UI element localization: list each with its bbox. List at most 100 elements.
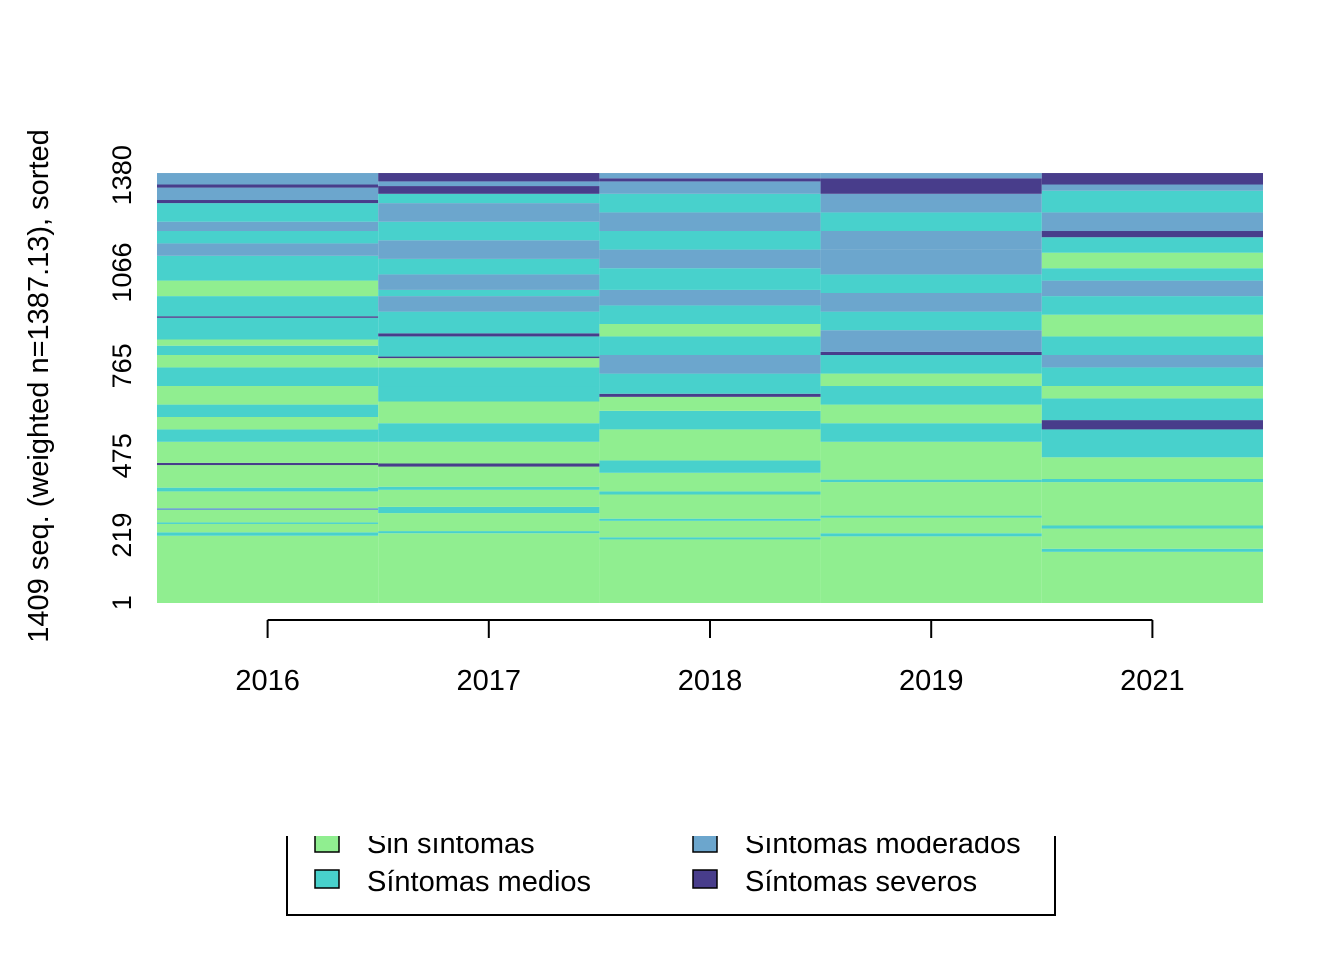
sequence-segment-2017 [378,441,600,464]
sequence-segment-2017 [378,401,600,424]
sequence-segment-2017 [378,258,600,275]
sequence-segment-2021 [1041,296,1263,315]
sequence-segment-2018 [599,355,821,374]
y-axis-label: 1409 seq. (weighted n=1387.13), sorted [23,129,55,643]
sequence-segment-2016 [157,280,379,297]
sequence-segment-2019 [820,293,1042,312]
sequence-segment-2017 [378,506,600,514]
legend-swatch [692,869,718,889]
sequence-segment-2018 [599,231,821,250]
sequence-segment-2016 [157,532,379,536]
legend-box [286,836,1056,916]
sequence-segment-2017 [378,193,600,204]
sequence-segment-2017 [378,336,600,357]
sequence-segment-2018 [599,537,821,540]
sequence-segment-2016 [157,187,379,201]
sequence-segment-2017 [378,173,600,182]
y-axis: 1 219 475 765 1066 1380 [107,145,137,610]
sequence-segment-2019 [820,404,1042,424]
sequence-segment-2019 [820,482,1042,516]
sequence-segment-2019 [820,311,1042,331]
sequence-segment-2021 [1041,551,1263,603]
sequence-segment-2017 [378,533,600,603]
sequence-segment-2021 [1041,268,1263,281]
sequence-segment-2016 [157,200,379,204]
sequence-segment-2017 [378,463,600,467]
sequence-segment-2018 [599,472,821,492]
sequence-segment-2021 [1041,314,1263,337]
sequence-segment-2019 [820,533,1042,537]
sequence-segment-2019 [820,386,1042,405]
sequence-segment-2021 [1041,190,1263,213]
sequence-segment-2019 [820,231,1042,250]
sequence-segment-2021 [1041,482,1263,526]
sequence-segment-2021 [1041,457,1263,479]
sequence-segment-2017 [378,489,600,507]
sequence-segment-2021 [1041,231,1263,238]
sequence-segment-2017 [378,221,600,241]
sequence-segment-2018 [599,336,821,356]
sequence-segment-2017 [378,513,600,532]
legend: Sin síntomas Síntomas medios Síntomas mode… [286,836,1056,916]
sequence-segment-2018 [599,178,821,182]
legend-label: Síntomas severos [745,866,977,898]
y-tick-label: 475 [107,433,137,478]
sequence-segment-2018 [599,520,821,538]
sequence-segment-2016 [157,465,379,488]
sequence-segment-2017 [378,358,600,368]
sequence-segment-2021 [1041,336,1263,356]
sequence-segment-2016 [157,221,379,232]
sequence-segment-2016 [157,429,379,442]
sequence-segment-2018 [599,410,821,430]
sequence-segment-2019 [820,515,1042,518]
sequence-segment-2017 [378,296,600,312]
sequence-segment-2016 [157,367,379,387]
legend-swatch [314,869,340,889]
sequence-segment-2018 [599,173,821,179]
sequence-segment-2017 [378,333,600,337]
sequence-segment-2016 [157,508,379,510]
sequence-segment-2018 [599,494,821,519]
sequence-segment-2018 [599,212,821,232]
sequence-segment-2017 [378,186,600,194]
sequence-segment-2016 [157,535,379,603]
sequence-segment-2019 [820,517,1042,534]
sequence-segment-2017 [378,240,600,259]
sequence-segment-2019 [820,423,1042,442]
sequence-segment-2018 [599,396,821,411]
x-tick-label: 2017 [457,665,522,697]
sequence-segment-2021 [1041,525,1263,529]
sequence-segment-2017 [378,386,600,402]
sequence-segment-2016 [157,523,379,533]
sequence-segment-2016 [157,339,379,346]
sequence-segment-2021 [1041,420,1263,430]
sequence-segment-2019 [820,178,1042,194]
sequence-segment-2017 [378,203,600,222]
y-tick-label: 219 [107,513,137,558]
sequence-segment-2017 [378,356,600,359]
plot-area [157,173,1263,603]
sequence-segment-2017 [378,423,600,442]
sequence-segment-2021 [1041,184,1263,191]
sequence-segment-2016 [157,522,379,524]
x-tick-label: 2016 [235,665,300,697]
legend-label: Síntomas medios [367,866,591,898]
sequence-segment-2018 [599,305,821,325]
sequence-segment-2016 [157,296,379,317]
sequence-segment-2016 [157,345,379,356]
sequence-segment-2018 [599,429,821,461]
sequence-segment-2017 [378,311,600,334]
sequence-segment-2016 [157,404,379,417]
sequence-segment-2021 [1041,479,1263,483]
sequence-segment-2017 [378,274,600,290]
sequence-segment-2016 [157,316,379,318]
sequence-segment-2016 [157,491,379,509]
sequence-segment-2019 [820,351,1042,356]
sequence-segment-2018 [599,518,821,521]
sequence-segment-2016 [157,317,379,340]
sequence-segment-2021 [1041,429,1263,458]
sequence-segment-2021 [1041,398,1263,421]
sequence-segment-2019 [820,479,1042,483]
legend-swatch [314,836,340,853]
